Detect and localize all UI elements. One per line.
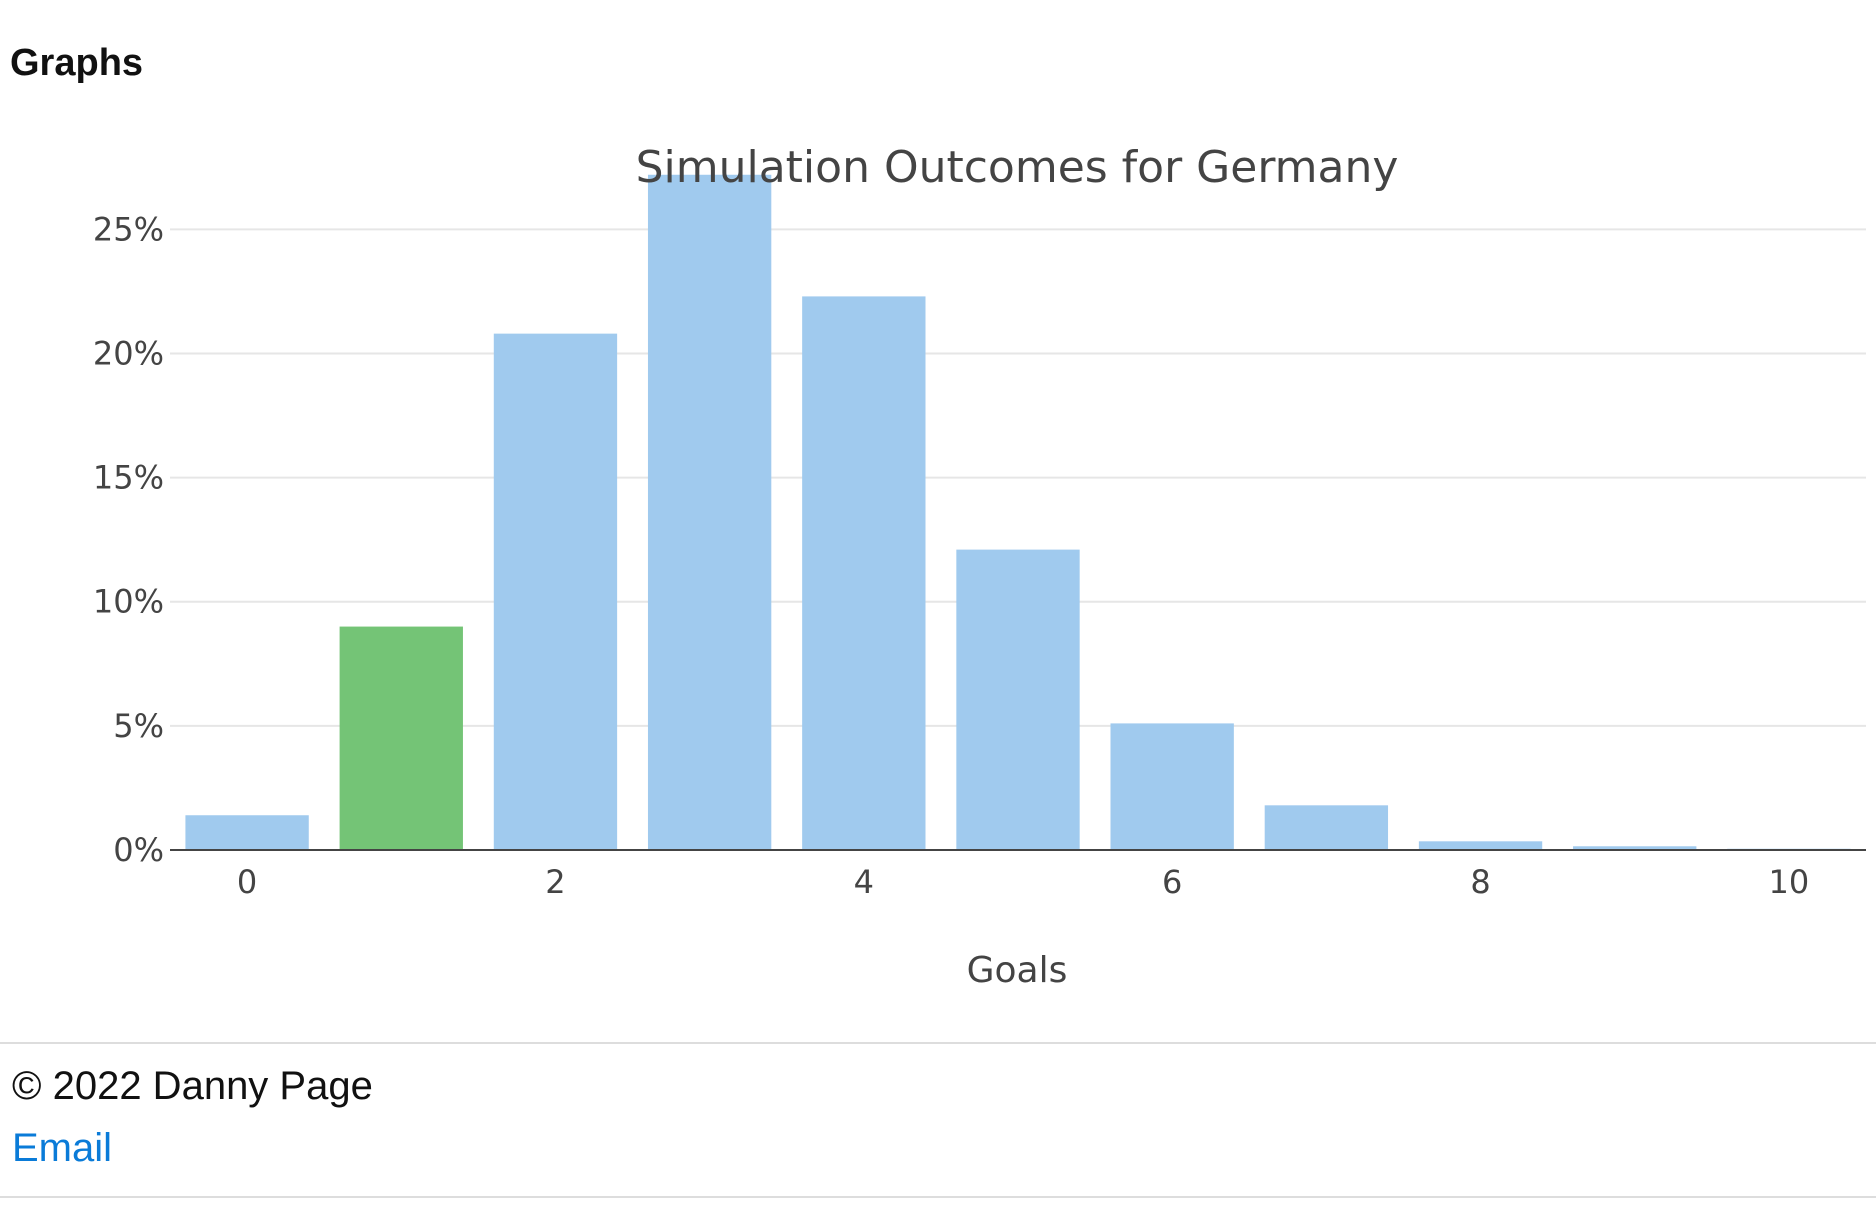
y-tick-label: 20% xyxy=(93,334,164,372)
y-tick-label: 25% xyxy=(93,210,164,248)
y-tick-label: 10% xyxy=(93,583,164,621)
gridlines xyxy=(170,228,1866,727)
bar-goals-0 xyxy=(185,815,309,850)
x-tick-label: 0 xyxy=(237,863,257,901)
footer-divider-top xyxy=(0,1042,1876,1044)
bar-goals-7 xyxy=(1264,805,1389,850)
chart-title: Simulation Outcomes for Germany xyxy=(636,142,1399,193)
goals-bar-chart: 0% 5% 10% 15% 20% 25% 0 2 4 6 8 10 Simulation Outc… xyxy=(0,120,1876,1020)
x-tick-label: 10 xyxy=(1769,863,1810,901)
bar-goals-3 xyxy=(647,174,772,850)
footer-divider-bottom xyxy=(0,1196,1876,1198)
bar-goals-1 xyxy=(339,626,463,850)
x-tick-labels: 0 2 4 6 8 10 xyxy=(237,863,1809,901)
y-tick-label: 15% xyxy=(93,459,164,497)
section-heading: Graphs xyxy=(10,42,144,84)
x-tick-label: 4 xyxy=(854,863,874,901)
bar-goals-8 xyxy=(1418,841,1543,850)
bars xyxy=(185,174,1851,850)
y-tick-labels: 0% 5% 10% 15% 20% 25% xyxy=(93,210,164,869)
bar-goals-4 xyxy=(802,296,926,850)
bar-goals-2 xyxy=(493,333,618,850)
email-link[interactable]: Email xyxy=(12,1126,113,1170)
y-tick-label: 0% xyxy=(113,831,164,869)
x-tick-label: 8 xyxy=(1470,863,1490,901)
x-tick-label: 6 xyxy=(1162,863,1182,901)
bar-goals-9 xyxy=(1573,846,1697,850)
copyright-text: © 2022 Danny Page xyxy=(12,1064,373,1108)
y-tick-label: 5% xyxy=(113,707,164,745)
x-axis-title: Goals xyxy=(967,950,1068,991)
x-tick-label: 2 xyxy=(545,863,565,901)
bar-goals-6 xyxy=(1110,723,1234,850)
bar-goals-5 xyxy=(956,549,1080,850)
chart-svg: 0% 5% 10% 15% 20% 25% 0 2 4 6 8 10 Simulation Outc… xyxy=(93,142,1866,991)
